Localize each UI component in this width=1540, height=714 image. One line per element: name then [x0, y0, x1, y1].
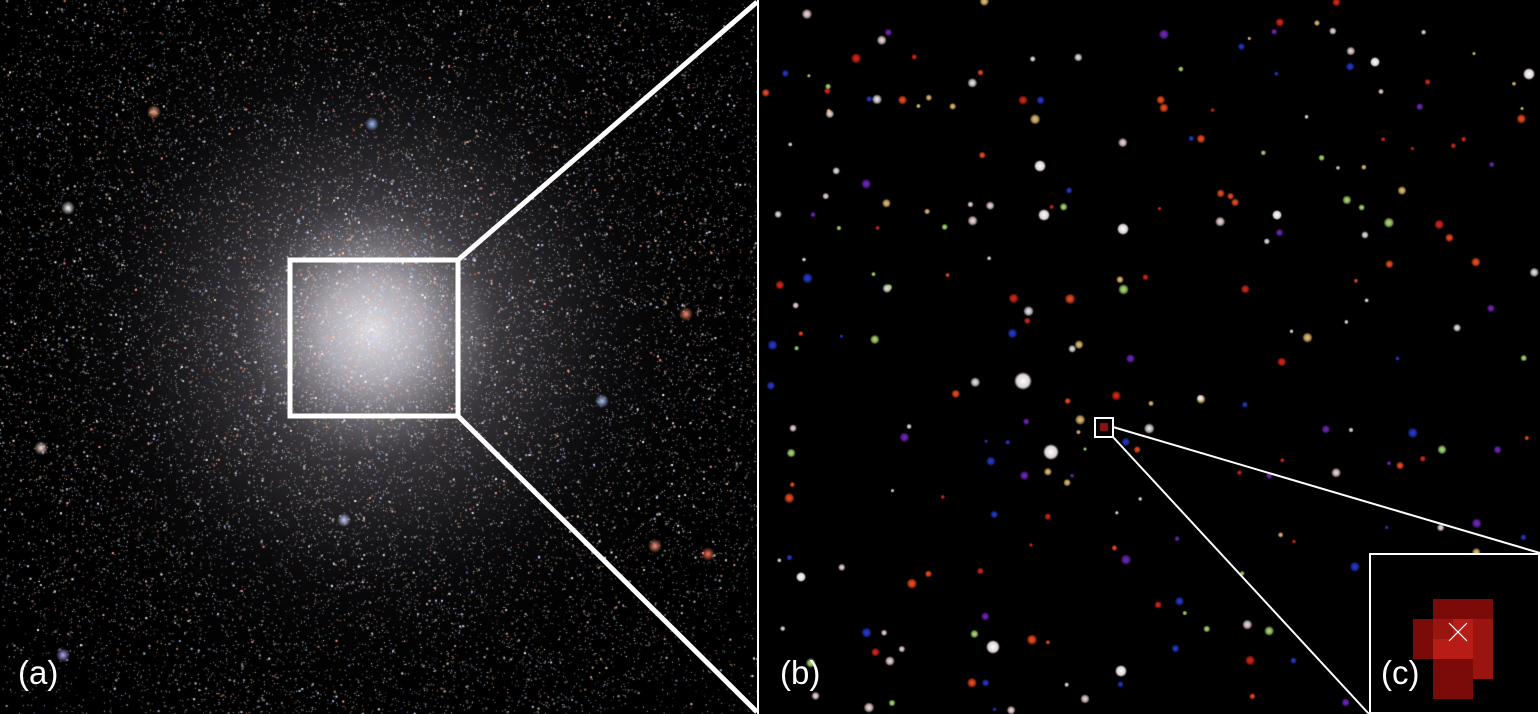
- cluster-starfield: [0, 0, 757, 714]
- star-pixel: [1433, 659, 1453, 679]
- star-pixel: [1473, 599, 1493, 619]
- star-pixel: [1433, 599, 1453, 619]
- panel-c-pixel-inset: [1369, 553, 1540, 714]
- star-pixel: [1453, 679, 1473, 699]
- star-pixel: [1413, 619, 1433, 639]
- star-pixel: [1473, 659, 1493, 679]
- panel-label-a: (a): [18, 654, 59, 691]
- panel-label-c: (c): [1381, 654, 1420, 691]
- star-pixel: [1453, 659, 1473, 679]
- panel-b-zoom-image: [759, 0, 1540, 714]
- star-pixel: [1433, 679, 1453, 699]
- star-pixel: [1453, 599, 1473, 619]
- x-cross-icon: [1448, 622, 1468, 642]
- panel-a-cluster-image: [0, 0, 757, 714]
- star-pixel: [1473, 639, 1493, 659]
- star-pixel: [1433, 619, 1453, 639]
- star-pixel: [1453, 619, 1473, 639]
- star-pixel: [1413, 639, 1433, 659]
- star-pixel: [1453, 639, 1473, 659]
- panel-label-b: (b): [780, 654, 821, 691]
- star-pixel: [1473, 619, 1493, 639]
- star-pixel: [1433, 639, 1453, 659]
